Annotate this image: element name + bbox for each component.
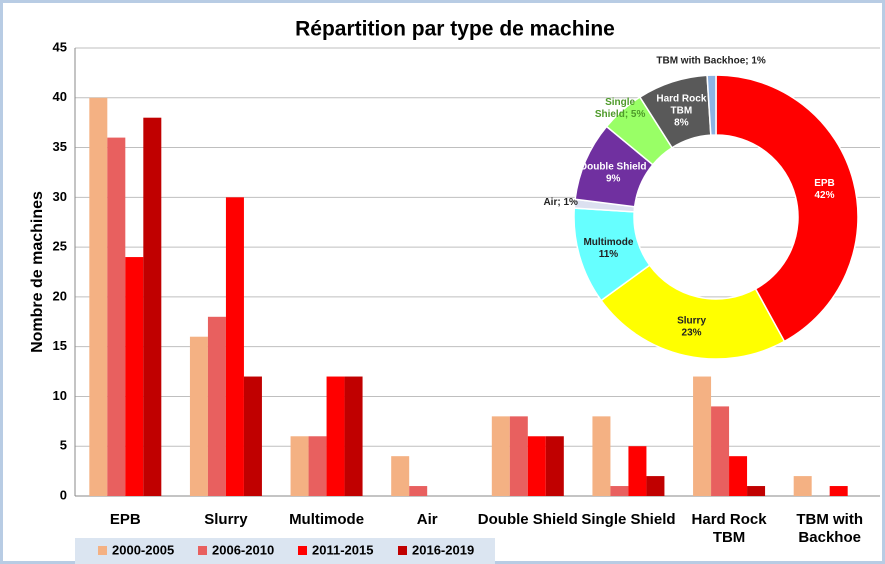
- x-tick-label: TBM with Backhoe: [796, 511, 863, 546]
- y-tick-label: 20: [53, 288, 67, 303]
- legend-label: 2011-2015: [312, 542, 373, 557]
- y-tick-label: 15: [53, 338, 67, 353]
- donut-slice: [706, 74, 717, 136]
- legend-label: 2016-2019: [412, 542, 474, 557]
- bar: [793, 476, 812, 496]
- bar: [391, 456, 410, 496]
- x-tick-label: Single Shield: [581, 511, 675, 528]
- bar: [628, 446, 647, 496]
- x-tick-label: Multimode: [289, 511, 364, 528]
- data-label: TBM with Backhoe; 1%: [656, 56, 766, 67]
- bar: [693, 376, 712, 496]
- x-tick-label: Hard Rock TBM: [692, 511, 768, 546]
- bar: [747, 486, 766, 496]
- legend-swatch: [398, 546, 407, 555]
- x-tick-label: EPB: [110, 511, 141, 528]
- legend-swatch: [298, 546, 307, 555]
- x-tick-label: Double Shield: [478, 511, 578, 528]
- bar: [326, 376, 345, 496]
- donut-slice: [600, 264, 786, 360]
- donut-slice: [715, 74, 859, 343]
- bar: [207, 316, 226, 496]
- data-label: Single Shield; 5%: [595, 97, 646, 120]
- data-label: EPB 42%: [814, 178, 835, 201]
- y-tick-label: 30: [53, 189, 67, 204]
- bar: [829, 486, 848, 496]
- bar: [729, 456, 748, 496]
- y-tick-label: 25: [53, 239, 67, 254]
- bar: [527, 436, 546, 496]
- bar: [491, 416, 510, 496]
- data-label: Hard Rock TBM 8%: [656, 93, 706, 128]
- y-tick-label: 0: [60, 487, 67, 502]
- legend-label: 2006-2010: [212, 542, 274, 557]
- x-tick-label: Slurry: [204, 511, 248, 528]
- bar: [143, 117, 162, 496]
- y-tick-label: 5: [60, 438, 67, 453]
- chart-title: Répartition par type de machine: [295, 18, 615, 41]
- x-tick-label: Air: [417, 511, 438, 528]
- legend-label: 2000-2005: [112, 542, 174, 557]
- bar: [290, 436, 309, 496]
- bar: [545, 436, 564, 496]
- y-tick-label: 45: [53, 39, 67, 54]
- legend-box: [75, 538, 495, 564]
- y-axis-label: Nombre de machines: [29, 191, 46, 353]
- bar: [308, 436, 327, 496]
- bar: [344, 376, 363, 496]
- bar: [89, 97, 108, 497]
- bar: [225, 197, 244, 497]
- bar: [409, 486, 428, 496]
- bar: [125, 257, 144, 496]
- bar: [592, 416, 611, 496]
- legend-swatch: [98, 546, 107, 555]
- bar: [189, 336, 208, 496]
- data-label: Air; 1%: [543, 197, 578, 208]
- y-tick-label: 35: [53, 139, 67, 154]
- data-label: Slurry 23%: [677, 315, 706, 338]
- y-tick-label: 40: [53, 89, 67, 104]
- bar: [243, 376, 262, 496]
- bar: [646, 476, 665, 496]
- bar: [711, 406, 730, 496]
- data-label: Double Shield 9%: [580, 161, 647, 184]
- bar: [107, 137, 126, 496]
- bar: [610, 486, 629, 496]
- y-tick-label: 10: [53, 388, 67, 403]
- bar: [509, 416, 528, 496]
- data-label: Multimode 11%: [583, 237, 633, 260]
- legend-swatch: [198, 546, 207, 555]
